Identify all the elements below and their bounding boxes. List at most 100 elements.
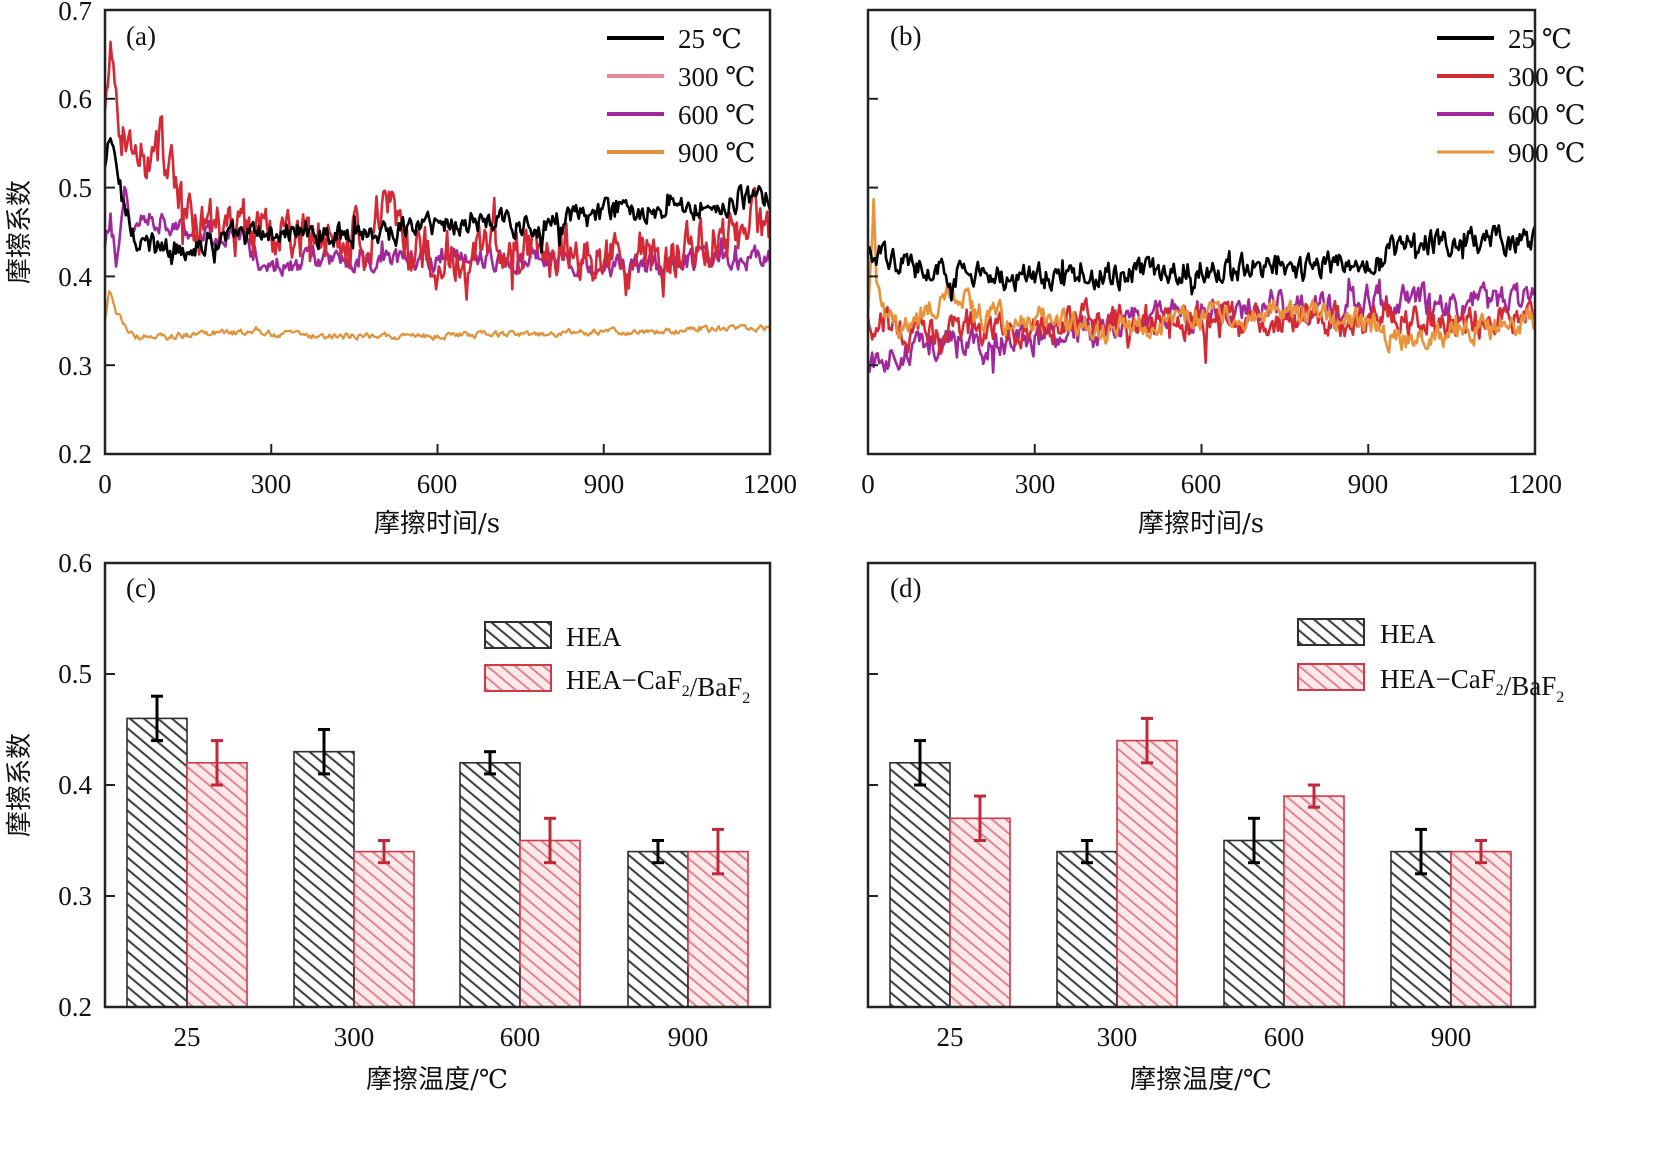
legend-item: HEA [484,621,622,652]
legend-item: 900 ℃ [1437,138,1585,168]
legend-item: 900 ℃ [607,138,755,168]
series-line-25c [103,137,772,266]
x-tick-label: 600 [1264,1022,1305,1052]
x-tick-label: 300 [334,1022,375,1052]
y-tick-label: 0.2 [58,439,92,469]
bar-hea-caf2-baf2-300 [353,850,415,1008]
series-line-900c [866,197,1537,354]
x-tick-label: 0 [98,469,112,499]
legend-item: 600 ℃ [1437,100,1585,130]
x-tick-label: 900 [584,469,625,499]
y-tick-label: 0.7 [58,0,92,26]
plot-frame-b [866,8,1537,456]
y-tick-label: 0.4 [58,770,92,800]
legend-label: 900 ℃ [678,138,755,168]
panel-d: (d) 25 300 600 900 摩擦温度/℃ HEA HEA−CaF2/B… [866,561,1564,1095]
legend-label: 300 ℃ [678,62,755,92]
legend-label: 300 ℃ [1508,62,1585,92]
legend-label: HEA [1380,619,1436,649]
legend-item: HEA−CaF2/BaF2 [1297,663,1564,706]
legend-c: HEA HEA−CaF2/BaF2 [484,621,750,707]
bar-hea-caf2-baf2-600 [519,839,581,1008]
legend-label: 25 ℃ [1508,24,1572,54]
x-tick-label: 0 [861,469,875,499]
bar-layer-d [889,716,1512,1008]
legend-label: HEA [566,622,622,652]
legend-swatch-caf2-baf2 [1297,663,1365,691]
x-tick-label: 1200 [743,469,797,499]
y-axis-title-a: 摩擦系数 [5,180,35,284]
error-bar [318,728,330,776]
y-tick-label: 0.5 [58,173,92,203]
panel-label-a: (a) [126,21,156,51]
bar-hea-caf2-baf2-25 [186,761,248,1008]
x-tick-label: 900 [1431,1022,1472,1052]
series-line-25c [866,224,1537,302]
legend-swatch-hea [1297,618,1365,646]
panel-label-b: (b) [890,21,921,51]
legend-swatch-hea [484,621,552,649]
bar-hea-caf2-baf2-25 [949,817,1011,1008]
bar-hea-300 [293,750,355,1008]
y-tick-label: 0.6 [58,84,92,114]
error-bar [1308,783,1320,809]
x-tick-label: 900 [1348,469,1389,499]
x-tick-label: 600 [500,1022,541,1052]
legend-b: 25 ℃ 300 ℃ 600 ℃ 900 ℃ [1437,24,1585,168]
series-line-600c [866,277,1536,374]
x-tick-label: 25 [937,1022,964,1052]
bar-hea-600 [1223,839,1285,1008]
legend-label: HEA−CaF2/BaF2 [566,665,750,707]
bar-hea-900 [1390,850,1452,1008]
error-bar [378,839,390,865]
panel-label-c: (c) [126,573,156,603]
legend-d: HEA HEA−CaF2/BaF2 [1297,618,1564,706]
error-bar [974,794,986,842]
x-axis-title-d: 摩擦温度/℃ [1130,1065,1272,1095]
bar-hea-caf2-baf2-900 [687,850,749,1008]
y-tick-label: 0.6 [58,548,92,578]
legend-label: 600 ℃ [678,100,755,130]
error-bar [484,750,496,776]
legend-item: 300 ℃ [607,62,755,92]
bar-hea-25 [126,717,188,1008]
ticks-b [867,97,1536,454]
bar-layer-c [126,694,749,1008]
legend-label: 25 ℃ [678,24,742,54]
y-axis-title-c: 摩擦系数 [5,733,35,837]
series-layer-a [103,40,772,341]
bar-hea-900 [627,850,689,1008]
bar-hea-caf2-baf2-900 [1450,850,1512,1008]
series-layer-b [866,197,1537,374]
series-line-900c [103,290,771,341]
error-bar [914,739,926,787]
x-tick-label: 1200 [1508,469,1562,499]
panel-a: (a) 0 300 600 900 1200 0.2 0.3 0.4 0.5 0… [5,0,797,539]
bar-hea-caf2-baf2-300 [1116,739,1178,1008]
ticks-a [104,97,771,454]
bar-hea-300 [1056,850,1118,1008]
error-bar [712,827,724,876]
legend-label: HEA−CaF2/BaF2 [1380,664,1564,706]
error-bar [1415,827,1427,876]
legend-a: 25 ℃ 300 ℃ 600 ℃ 900 ℃ [607,24,755,168]
panel-b: (b) 0 300 600 900 1200 摩擦时间/s 25 ℃ 300 ℃… [861,8,1585,539]
panel-label-d: (d) [890,573,921,603]
legend-item: HEA−CaF2/BaF2 [484,664,750,707]
x-axis-title-c: 摩擦温度/℃ [366,1065,508,1095]
x-axis-title-a: 摩擦时间/s [374,509,500,539]
y-tick-label: 0.3 [58,351,92,381]
x-axis-title-b: 摩擦时间/s [1138,509,1264,539]
error-bar [1248,816,1260,865]
series-line-300c [103,40,772,301]
ticks-c [105,673,689,1007]
y-tick-label: 0.4 [58,262,92,292]
legend-label: 900 ℃ [1508,138,1585,168]
y-tick-label: 0.3 [58,881,92,911]
error-bar [1081,839,1093,865]
legend-item: 600 ℃ [607,100,755,130]
bar-hea-caf2-baf2-600 [1283,795,1345,1008]
x-tick-label: 300 [1097,1022,1138,1052]
panel-c: (c) 25 300 600 900 0.2 0.3 0.4 0.5 0.6 摩… [5,548,772,1095]
legend-item: 25 ℃ [607,24,742,54]
